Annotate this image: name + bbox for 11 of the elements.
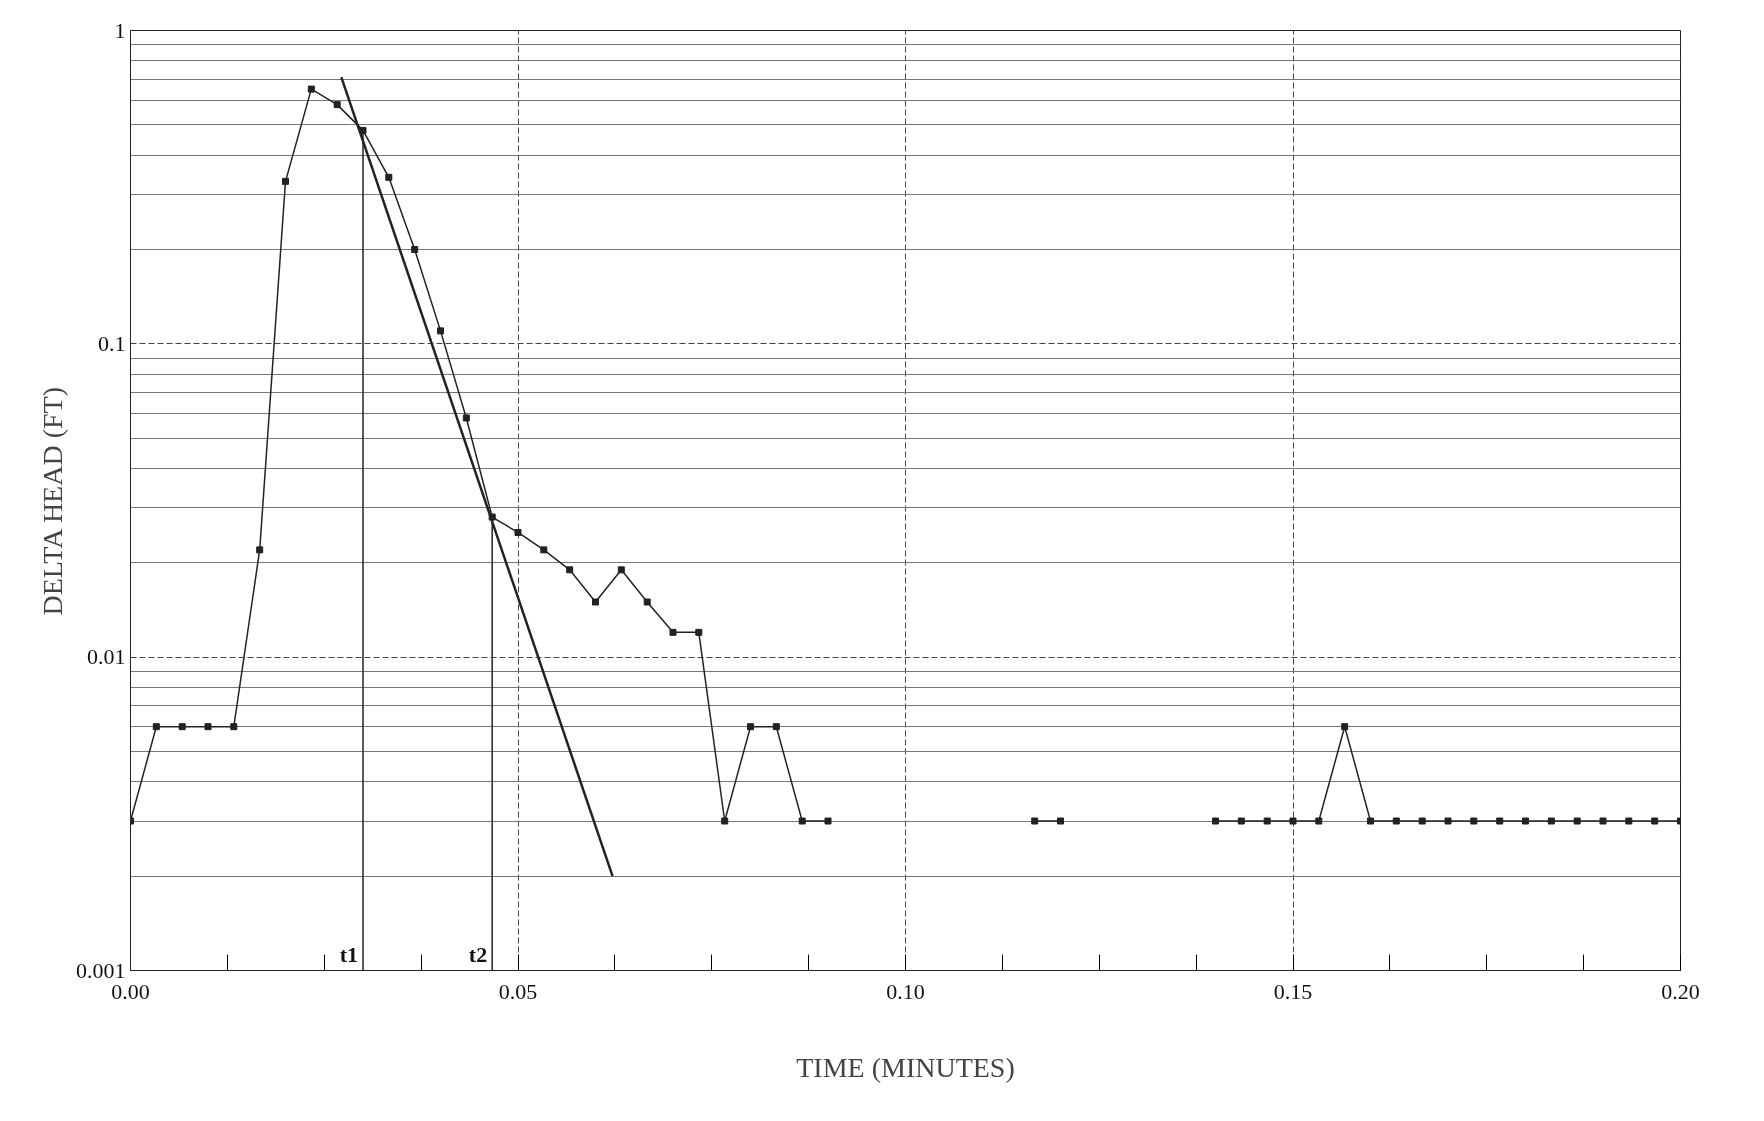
y-tick-label: 1 [114,17,126,43]
y-tick-label: 0.1 [98,330,126,356]
annotation: t1 [339,941,358,967]
x-tick-label: 0.05 [498,978,538,1004]
x-tick-label: 0.20 [1661,978,1700,1004]
x-tick-label: 0.10 [886,978,925,1004]
y-axis-title: DELTA HEAD (FT) [37,387,68,616]
y-tick-label: 0.01 [87,644,126,670]
x-tick-label: 0.15 [1273,978,1313,1004]
x-axis-title: TIME (MINUTES) [796,1051,1015,1083]
annotation: t2 [468,941,488,967]
